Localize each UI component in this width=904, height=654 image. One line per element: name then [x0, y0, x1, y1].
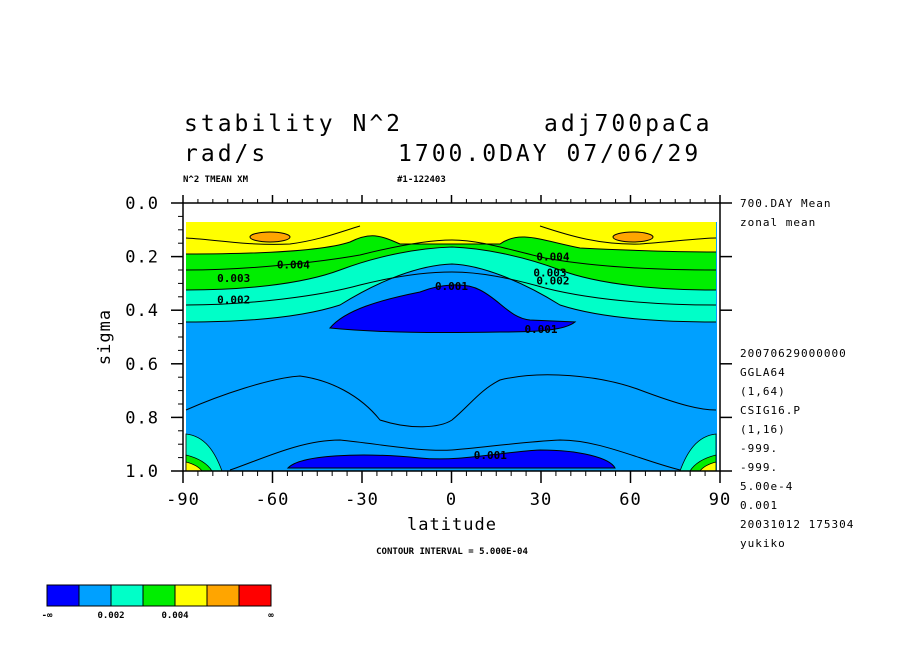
contour-label: 0.002 [217, 293, 250, 306]
x-tick-label: 60 [619, 490, 641, 510]
info-line: 5.00e-4 [740, 480, 793, 493]
contour-label: 0.004 [536, 251, 569, 264]
contour-label: 0.003 [217, 272, 250, 285]
info-line: 700.DAY Mean [740, 197, 831, 210]
x-tick-label: 90 [709, 490, 731, 510]
date-line: 1700.0DAY 07/06/29 [398, 141, 701, 167]
y-axis-label: sigma [95, 309, 115, 365]
colorbar [46, 584, 272, 607]
info-line: 20031012 175304 [740, 518, 854, 531]
x-axis: -90 -60 -30 0 30 60 90 [166, 195, 731, 510]
colorbar-swatch [110, 584, 144, 607]
y-tick-label: 0.2 [125, 248, 159, 268]
contour-label: 0.001 [474, 449, 507, 462]
y-tick-label: 0.0 [125, 194, 159, 214]
info-line: 20070629000000 [740, 347, 847, 360]
colorbar-swatch [174, 584, 208, 607]
x-tick-label: -60 [256, 490, 290, 510]
y-tick-label: 0.8 [125, 408, 159, 428]
info-line: -999. [740, 442, 778, 455]
info-line: yukiko [740, 537, 786, 550]
contour-label: 0.003 [533, 267, 566, 280]
colorbar-label: 0.002 [97, 611, 124, 621]
info-line: GGLA64 [740, 366, 786, 379]
colorbar-swatch [142, 584, 176, 607]
colorbar-swatch [78, 584, 112, 607]
run-id: #1-122403 [397, 175, 446, 185]
info-line: zonal mean [740, 216, 816, 229]
y-tick-label: 1.0 [125, 462, 159, 482]
colorbar-labels: -∞ 0.002 0.004 ∞ [42, 611, 275, 621]
y-tick-label: 0.6 [125, 355, 159, 375]
y-tick-label: 0.4 [125, 301, 159, 321]
info-line: (1,64) [740, 385, 786, 398]
colorbar-swatch [206, 584, 240, 607]
contour-labels: 0.0040.0030.0020.0010.0040.0030.0020.001… [217, 251, 570, 462]
variable-line: N^2 TMEAN XM [183, 175, 249, 185]
title-left: stability N^2 [184, 111, 403, 137]
info-line: CSIG16.P [740, 404, 801, 417]
contour-label: 0.004 [277, 259, 310, 272]
x-tick-label: -30 [345, 490, 379, 510]
contour-field [183, 203, 720, 472]
x-axis-label: latitude [407, 515, 497, 535]
y-axis: 0.0 0.2 0.4 0.6 0.8 1.0 [125, 194, 732, 482]
contour-interval: CONTOUR INTERVAL = 5.000E-04 [376, 547, 528, 557]
colorbar-label: -∞ [42, 611, 53, 621]
x-tick-label: -90 [166, 490, 200, 510]
colorbar-swatch [238, 584, 272, 607]
units-label: rad/s [184, 141, 268, 167]
colorbar-swatch [46, 584, 80, 607]
info-line: (1,16) [740, 423, 786, 436]
x-tick-label: 0 [446, 490, 457, 510]
info-line: -999. [740, 461, 778, 474]
colorbar-label: 0.004 [161, 611, 189, 621]
info-line: 0.001 [740, 499, 778, 512]
x-tick-label: 30 [530, 490, 552, 510]
title-right: adj700paCa [544, 111, 712, 137]
right-info-bottom: 20070629000000 GGLA64 (1,64) CSIG16.P (1,16)… [740, 347, 854, 550]
contour-label: 0.001 [524, 323, 557, 336]
colorbar-label: ∞ [268, 611, 274, 621]
contour-label: 0.002 [536, 275, 569, 288]
right-info-top: 700.DAY Mean zonal mean [740, 197, 831, 229]
contour-label: 0.001 [435, 280, 468, 293]
